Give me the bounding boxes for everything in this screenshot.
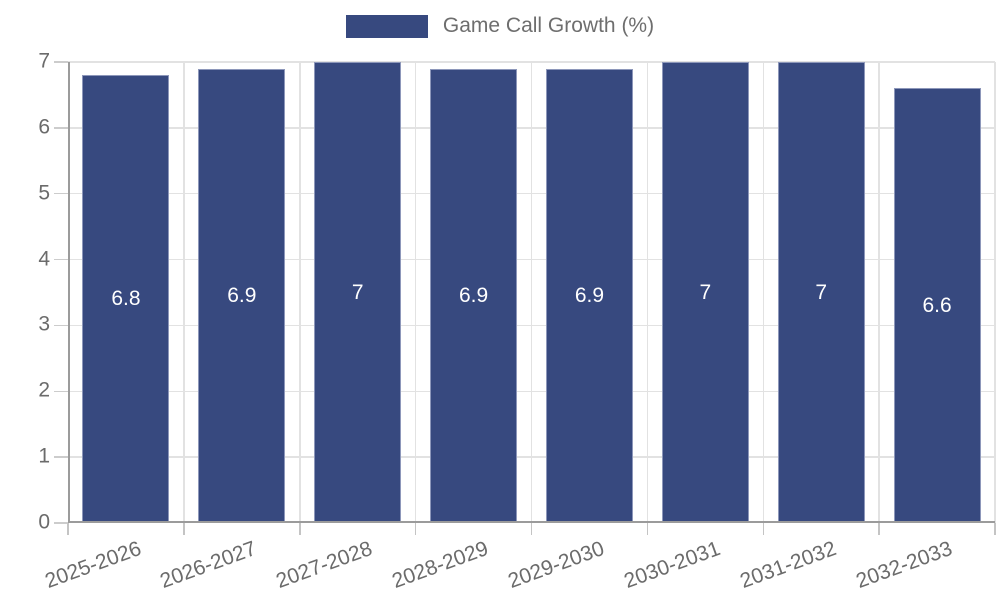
y-tick-label: 5 xyxy=(38,181,50,205)
y-tick-mark xyxy=(54,390,68,393)
x-tick-mark xyxy=(299,523,301,535)
x-tick-label: 2029-2030 xyxy=(505,537,608,593)
axis-lines xyxy=(68,62,995,523)
x-gridline xyxy=(878,62,880,523)
x-tick-mark xyxy=(994,523,996,535)
x-gridline xyxy=(646,62,649,523)
y-tick-mark xyxy=(54,258,68,261)
y-tick-mark xyxy=(54,127,68,129)
bar[interactable] xyxy=(198,68,286,523)
legend-label: Game Call Growth (%) xyxy=(442,14,655,37)
y-tick-label: 6 xyxy=(38,115,50,139)
x-tick-mark xyxy=(183,523,185,535)
y-tick-mark xyxy=(54,324,68,327)
y-tick-label: 2 xyxy=(38,378,50,402)
x-tick-label: 2031-2032 xyxy=(736,537,840,593)
x-tick-label: 2028-2029 xyxy=(389,537,492,593)
x-gridline xyxy=(299,62,301,523)
y-tick-label: 1 xyxy=(38,444,50,468)
x-gridline xyxy=(994,62,996,523)
y-tick-mark xyxy=(54,192,68,195)
x-tick-label: 2030-2031 xyxy=(620,537,724,593)
bar[interactable] xyxy=(661,62,749,523)
x-tick-label: 2027-2028 xyxy=(273,537,376,593)
legend-swatch xyxy=(345,14,428,38)
x-gridline xyxy=(183,62,185,523)
x-tick-label: 2032-2033 xyxy=(852,537,955,593)
y-tick-label: 4 xyxy=(38,247,50,271)
legend-item[interactable]: Game Call Growth (%) xyxy=(0,14,1000,38)
bar[interactable] xyxy=(82,75,170,523)
y-tick-label: 7 xyxy=(38,49,50,73)
y-tick-label: 0 xyxy=(38,510,50,534)
y-tick-mark xyxy=(54,61,68,63)
x-tick-label: 2025-2026 xyxy=(41,537,144,593)
bar[interactable] xyxy=(545,68,633,523)
y-tick-label: 3 xyxy=(38,312,50,336)
x-tick-mark xyxy=(530,523,533,535)
x-gridline xyxy=(530,62,533,523)
x-gridline xyxy=(414,62,417,523)
x-tick-mark xyxy=(67,523,69,535)
x-tick-label: 2026-2027 xyxy=(157,537,260,593)
x-tick-mark xyxy=(762,523,764,535)
y-tick-mark xyxy=(54,456,68,458)
y-tick-mark xyxy=(54,522,68,524)
bar[interactable] xyxy=(893,88,981,523)
x-gridline xyxy=(762,62,764,523)
bar[interactable] xyxy=(430,68,518,523)
x-tick-mark xyxy=(878,523,880,535)
x-tick-mark xyxy=(646,523,649,535)
x-tick-mark xyxy=(414,523,417,535)
bar[interactable] xyxy=(314,62,402,523)
